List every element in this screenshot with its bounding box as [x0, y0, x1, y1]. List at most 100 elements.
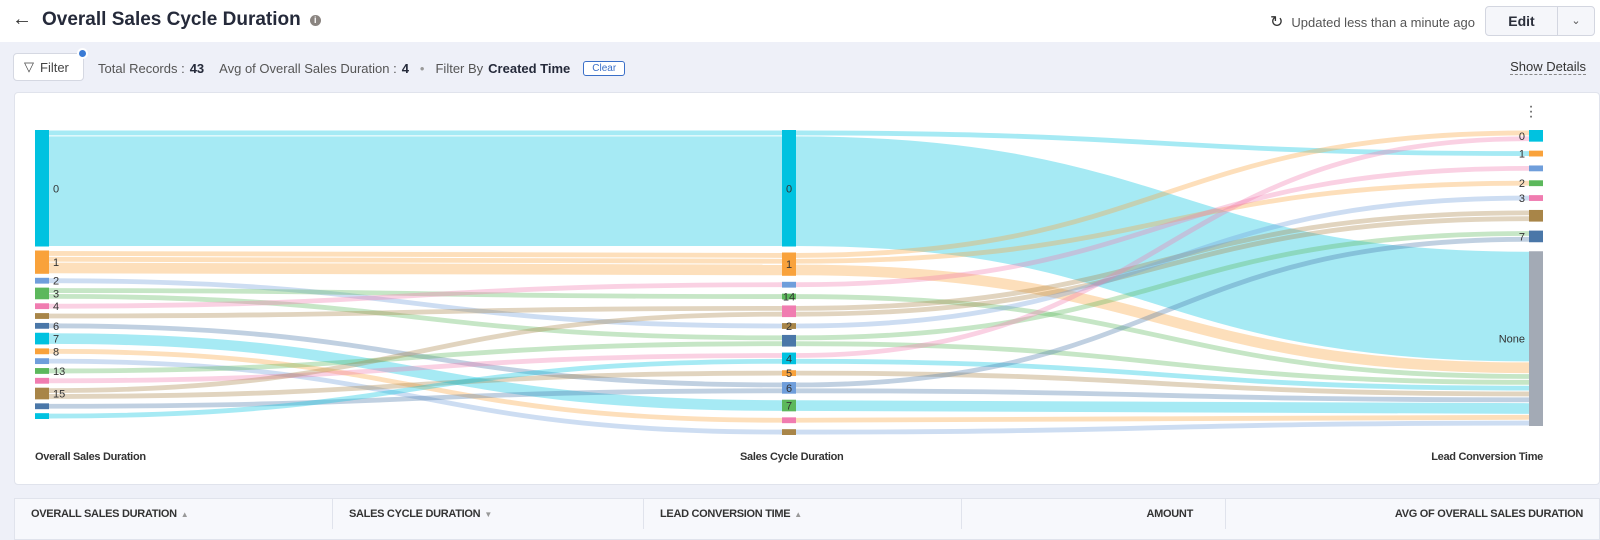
sankey-link[interactable]	[795, 130, 1530, 156]
sankey-node[interactable]	[35, 358, 49, 365]
sankey-link[interactable]	[795, 136, 1530, 358]
sankey-node[interactable]	[35, 377, 49, 384]
sankey-link[interactable]	[48, 262, 783, 276]
col-amount[interactable]: AMOUNT	[962, 499, 1226, 529]
sankey-node[interactable]	[35, 348, 49, 355]
more-options-icon[interactable]: · · ·	[1528, 98, 1534, 125]
sankey-node[interactable]	[35, 413, 49, 419]
sankey-node[interactable]	[782, 370, 796, 377]
sankey-node[interactable]	[782, 323, 796, 329]
sankey-link[interactable]	[795, 216, 1530, 317]
sankey-node[interactable]	[1529, 180, 1543, 187]
sankey-link[interactable]	[48, 353, 783, 384]
sankey-link[interactable]	[48, 251, 783, 258]
sankey-node[interactable]	[1529, 150, 1543, 157]
sankey-node[interactable]	[35, 387, 49, 400]
sankey-link[interactable]	[795, 370, 1530, 397]
sankey-link[interactable]	[795, 236, 1530, 388]
sankey-node[interactable]	[35, 277, 49, 284]
sankey-link[interactable]	[48, 288, 783, 299]
col-lead-conversion-time[interactable]: LEAD CONVERSION TIME ▲	[644, 499, 962, 529]
sort-asc-icon[interactable]: ▲	[794, 509, 802, 519]
edit-dropdown-chevron-icon[interactable]: ⌄	[1571, 15, 1581, 27]
col-avg-overall-sales-duration[interactable]: AVG OF OVERALL SALES DURATION	[1226, 499, 1599, 529]
refresh-status[interactable]: ↻ Updated less than a minute ago	[1270, 12, 1475, 32]
sankey-link[interactable]	[48, 282, 783, 309]
sankey-link[interactable]	[795, 231, 1530, 341]
sort-asc-icon[interactable]: ▲	[180, 509, 189, 519]
sankey-link[interactable]	[48, 333, 783, 411]
sankey-link[interactable]	[48, 348, 783, 423]
sankey-link[interactable]	[795, 388, 1530, 403]
header: ← Overall Sales Cycle Duration i ↻ Update…	[0, 0, 1600, 42]
column-label-lead: Lead Conversion Time	[1431, 451, 1543, 463]
sankey-node[interactable]	[35, 313, 49, 319]
sankey-node[interactable]	[1529, 165, 1543, 172]
show-details-link[interactable]: Show Details	[1510, 59, 1586, 75]
sankey-link[interactable]	[48, 293, 783, 341]
sankey-node[interactable]	[1529, 230, 1543, 243]
sankey-link[interactable]	[48, 305, 783, 319]
sankey-link[interactable]	[795, 264, 1530, 374]
sankey-link[interactable]	[795, 400, 1530, 414]
total-records-label: Total Records :	[98, 61, 185, 76]
sankey-node[interactable]	[1529, 130, 1543, 142]
sankey-link[interactable]	[48, 311, 783, 394]
sankey-link[interactable]	[795, 414, 1530, 423]
sort-desc-icon[interactable]: ▼	[484, 509, 492, 519]
sankey-node[interactable]	[35, 250, 49, 274]
sankey-node[interactable]	[35, 287, 49, 300]
refresh-icon[interactable]: ↻	[1270, 14, 1284, 31]
sankey-node[interactable]	[782, 334, 796, 347]
sankey-link[interactable]	[48, 370, 783, 399]
back-arrow-icon[interactable]: ←	[12, 8, 32, 30]
sankey-node[interactable]	[35, 368, 49, 374]
sankey-node[interactable]	[782, 399, 796, 412]
col-sales-cycle-duration[interactable]: SALES CYCLE DURATION ▼	[333, 499, 644, 529]
sankey-node[interactable]	[1529, 251, 1543, 426]
sankey-node-label: 4	[53, 301, 59, 313]
sankey-node[interactable]	[782, 417, 796, 424]
sankey-node[interactable]	[35, 403, 49, 410]
sankey-node[interactable]	[782, 281, 796, 288]
sankey-link[interactable]	[795, 341, 1530, 385]
filter-button[interactable]: ▽ Filter	[13, 53, 84, 81]
sankey-node[interactable]	[782, 429, 796, 435]
sankey-link[interactable]	[795, 420, 1530, 435]
sankey-link[interactable]	[48, 388, 783, 409]
sankey-node[interactable]	[782, 352, 796, 365]
edit-button[interactable]: Edit	[1486, 7, 1558, 35]
sankey-node[interactable]	[35, 332, 49, 345]
sankey-link[interactable]	[795, 130, 1530, 258]
sankey-link[interactable]	[48, 323, 783, 388]
sankey-node[interactable]	[35, 130, 49, 247]
sankey-link[interactable]	[795, 210, 1530, 311]
sankey-node[interactable]	[782, 382, 796, 394]
sankey-link[interactable]	[795, 165, 1530, 288]
sankey-link[interactable]	[48, 358, 783, 419]
sankey-node[interactable]	[782, 305, 796, 318]
col-overall-sales-duration[interactable]: OVERALL SALES DURATION ▲	[15, 499, 333, 529]
clear-filter-button[interactable]: Clear	[583, 61, 626, 76]
sankey-node[interactable]	[35, 322, 49, 329]
sankey-link[interactable]	[48, 358, 783, 435]
sankey-node[interactable]	[782, 252, 796, 276]
sankey-link[interactable]	[795, 136, 1530, 362]
sankey-node[interactable]	[1529, 209, 1543, 222]
sankey-link[interactable]	[795, 358, 1530, 391]
sankey-link[interactable]	[795, 195, 1530, 329]
sankey-node[interactable]	[35, 303, 49, 310]
sankey-link[interactable]	[795, 294, 1530, 379]
info-icon[interactable]: i	[309, 14, 321, 26]
sankey-node[interactable]	[782, 293, 796, 300]
sankey-node-label: 7	[786, 401, 792, 413]
sankey-node-label: 3	[53, 288, 59, 300]
avg-label: Avg of Overall Sales Duration :	[219, 61, 397, 76]
sankey-link[interactable]	[48, 256, 783, 264]
sankey-link[interactable]	[48, 278, 783, 329]
sankey-node[interactable]	[1529, 195, 1543, 201]
sankey-node-label: 7	[53, 334, 59, 346]
sankey-node[interactable]	[782, 130, 796, 247]
sankey-link[interactable]	[48, 341, 783, 374]
sankey-link[interactable]	[795, 180, 1530, 264]
